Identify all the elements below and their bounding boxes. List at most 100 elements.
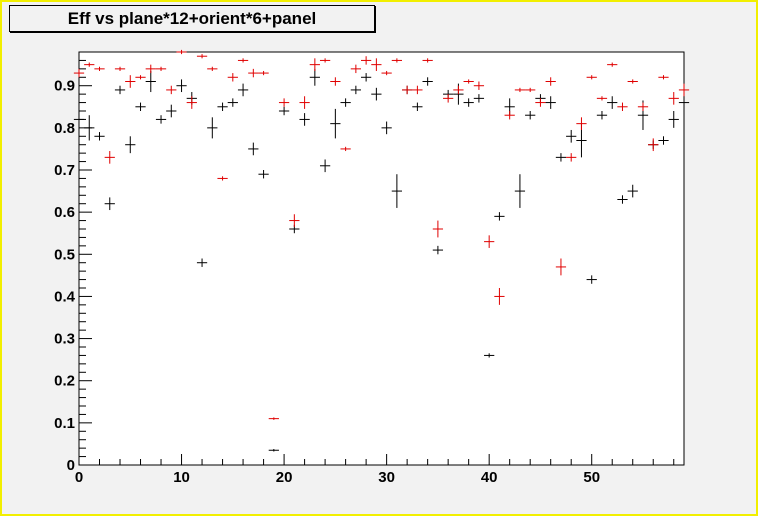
- data-point: [432, 220, 444, 238]
- data-point: [145, 70, 156, 93]
- data-point: [494, 212, 505, 221]
- data-point: [627, 79, 638, 84]
- data-point: [248, 68, 259, 78]
- data-point: [473, 94, 485, 103]
- data-point: [278, 98, 290, 107]
- data-point: [258, 170, 269, 179]
- data-point: [360, 56, 372, 65]
- data-point: [330, 77, 341, 86]
- data-point: [658, 136, 669, 145]
- data-point: [412, 102, 423, 111]
- data-point: [73, 68, 85, 78]
- data-point: [494, 288, 505, 305]
- data-point: [504, 111, 515, 120]
- data-point: [391, 174, 403, 208]
- data-point: [371, 58, 382, 71]
- data-point: [555, 258, 567, 276]
- data-point: [381, 121, 392, 135]
- data-point: [248, 142, 259, 156]
- data-point: [412, 85, 423, 95]
- data-point: [289, 214, 300, 227]
- data-point: [525, 87, 536, 93]
- data-point: [576, 117, 587, 130]
- data-point: [125, 75, 136, 88]
- data-point: [350, 64, 361, 74]
- data-point: [402, 85, 413, 95]
- data-point: [268, 448, 279, 452]
- x-tick-label: 40: [481, 469, 498, 486]
- data-point: [227, 98, 238, 107]
- data-point: [104, 151, 115, 164]
- data-point: [104, 197, 115, 211]
- data-point: [278, 106, 290, 116]
- data-point: [678, 94, 690, 111]
- y-tick-label: 0.3: [54, 331, 75, 348]
- data-point: [258, 70, 269, 76]
- data-point: [309, 58, 320, 71]
- data-point: [391, 58, 403, 63]
- data-point: [607, 96, 618, 109]
- data-point: [545, 77, 556, 86]
- data-point: [463, 98, 474, 107]
- data-point: [381, 70, 392, 76]
- data-point: [627, 184, 638, 198]
- data-point: [319, 58, 331, 63]
- data-point: [484, 353, 495, 358]
- data-point: [176, 49, 187, 55]
- data-point: [237, 58, 249, 63]
- data-point: [155, 66, 167, 71]
- data-point: [473, 81, 485, 90]
- y-tick-label: 0.4: [54, 288, 76, 305]
- x-tick-label: 30: [378, 469, 395, 486]
- data-point: [73, 111, 85, 128]
- data-point: [340, 98, 351, 107]
- data-point: [371, 87, 382, 101]
- data-point: [268, 417, 279, 420]
- data-point: [525, 111, 536, 120]
- data-point: [114, 85, 126, 95]
- data-point: [566, 153, 577, 162]
- data-point: [555, 153, 567, 162]
- data-point: [299, 113, 310, 126]
- chart-title-box: Eff vs plane*12+orient*6+panel: [9, 5, 375, 32]
- data-point: [340, 146, 351, 152]
- y-tick-label: 0.1: [54, 415, 75, 432]
- data-point: [658, 75, 669, 80]
- axes: 0 10 20 30 40 50 0 0.1 0.2 0.3 0.4 0.5 0.6 0.7 0.8 0.9: [54, 51, 675, 486]
- data-point: [309, 68, 320, 86]
- data-point: [637, 102, 649, 111]
- data-point: [535, 98, 546, 107]
- data-point: [432, 245, 444, 255]
- data-point: [227, 73, 238, 82]
- data-point: [484, 235, 495, 248]
- data-point: [586, 75, 597, 80]
- y-tick-label: 0.8: [54, 120, 75, 137]
- data-point: [596, 96, 608, 101]
- data-point: [94, 132, 105, 141]
- data-point: [668, 92, 679, 105]
- data-point: [155, 115, 167, 124]
- data-point: [360, 73, 372, 82]
- data-point: [166, 85, 177, 95]
- y-tick-label: 0.9: [54, 78, 75, 95]
- data-point: [586, 275, 597, 284]
- x-tick-label: 10: [173, 469, 190, 486]
- data-point: [596, 111, 608, 120]
- x-tick-label: 20: [276, 469, 293, 486]
- data-point: [84, 115, 95, 141]
- data-point: [217, 176, 228, 181]
- data-point: [166, 104, 177, 118]
- data-point: [84, 62, 95, 67]
- data-point: [196, 54, 208, 59]
- data-point: [145, 64, 156, 74]
- data-point: [514, 174, 526, 208]
- y-tick-label: 0.5: [54, 246, 75, 263]
- data-point: [114, 66, 126, 71]
- data-point: [648, 138, 659, 152]
- data-point: [299, 96, 310, 109]
- data-point: [617, 102, 628, 111]
- data-point: [443, 94, 454, 103]
- y-tick-label: 0.2: [54, 373, 75, 390]
